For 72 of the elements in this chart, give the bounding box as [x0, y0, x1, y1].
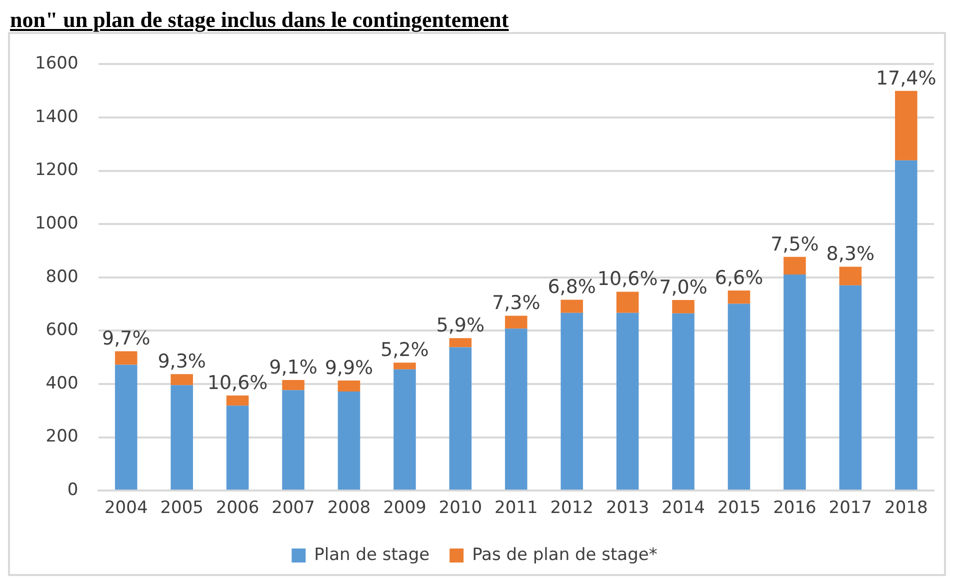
annotation: 6,6% [714, 266, 764, 289]
bar [394, 369, 416, 490]
x-tick-label: 2015 [717, 498, 761, 518]
bar [784, 274, 806, 490]
y-tick-label: 1600 [35, 54, 78, 74]
y-tick-label: 0 [67, 480, 78, 500]
bar [895, 90, 918, 160]
annotation: 5,2% [380, 339, 429, 362]
bar [616, 312, 639, 490]
bar [728, 290, 750, 304]
y-tick-label: 200 [46, 426, 78, 447]
bar [114, 364, 138, 490]
annotation: 7,0% [659, 276, 708, 298]
bar [839, 266, 862, 286]
bar [338, 391, 360, 490]
x-tick-label: 2013 [606, 498, 650, 518]
bar [170, 374, 193, 386]
annotation: 17,4% [876, 67, 936, 90]
x-tick-label: 2010 [438, 498, 482, 518]
annotation: 9,7% [102, 328, 150, 350]
chart-title: non" un plan de stage inclus dans le contingentement [9, 7, 510, 32]
bar [449, 347, 472, 490]
y-tick-label: 1200 [35, 160, 78, 180]
bar [504, 316, 528, 329]
x-tick-label: 2016 [773, 498, 816, 518]
annotation: 9,9% [324, 356, 374, 379]
x-tick-label: 2007 [272, 498, 315, 518]
bar [226, 406, 249, 490]
annotation: 10,6% [597, 268, 658, 290]
bar [504, 328, 528, 490]
bar [839, 285, 862, 490]
annotation: 8,3% [826, 243, 875, 266]
annotation: 9,1% [269, 356, 318, 378]
bar [226, 395, 249, 406]
x-tick-label: 2004 [104, 498, 148, 518]
y-tick-label: 1400 [35, 106, 78, 127]
y-tick-label: 800 [46, 266, 78, 287]
bar [282, 390, 304, 490]
bar [560, 312, 583, 490]
x-tick-label: 2017 [828, 498, 872, 518]
x-tick-label: 2009 [383, 498, 426, 518]
bar [616, 292, 639, 313]
x-tick-label: 2011 [494, 498, 538, 518]
annotation: 7,3% [492, 292, 540, 314]
y-tick-label: 600 [46, 320, 78, 340]
x-tick-label: 2014 [662, 498, 705, 518]
annotation: 7,5% [770, 233, 819, 256]
annotation: 6,8% [548, 276, 596, 298]
x-tick-label: 2018 [884, 498, 928, 518]
bar [784, 256, 806, 274]
bar [394, 362, 416, 370]
legend-label: Plan de stage [314, 544, 430, 565]
annotation: 9,3% [158, 350, 206, 373]
annotation: 5,9% [436, 314, 485, 337]
bar [560, 300, 583, 313]
bar [114, 351, 138, 365]
bar [282, 380, 304, 390]
bar [672, 313, 694, 490]
x-tick-label: 2008 [327, 498, 371, 518]
bar [728, 304, 750, 490]
bar [170, 385, 193, 490]
bar [449, 338, 472, 348]
bar [895, 160, 918, 490]
x-tick-label: 2005 [160, 498, 204, 518]
x-tick-label: 2006 [216, 498, 260, 518]
x-tick-label: 2012 [550, 498, 594, 518]
y-tick-label: 1000 [35, 214, 78, 234]
bar [672, 300, 694, 314]
y-tick-label: 400 [46, 373, 78, 394]
bar [338, 380, 360, 392]
legend-label: Pas de plan de stage* [472, 544, 658, 565]
annotation: 10,6% [207, 372, 268, 394]
